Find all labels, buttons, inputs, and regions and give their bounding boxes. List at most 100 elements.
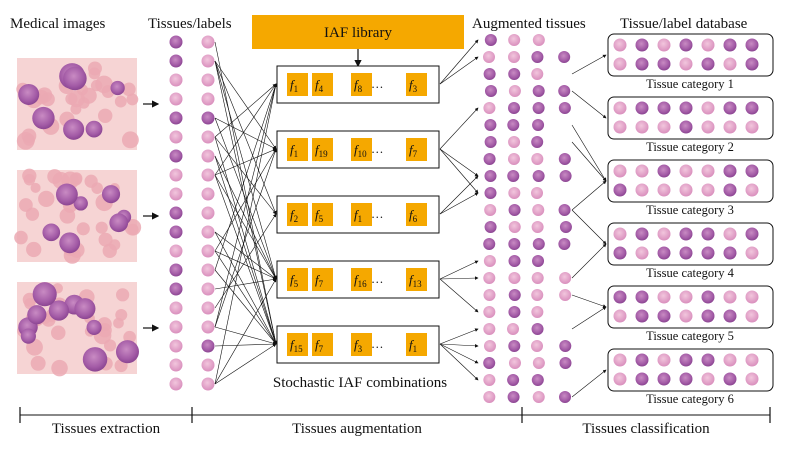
augmented-tissue-thumbnail — [531, 221, 544, 233]
cell-nucleus — [18, 83, 40, 105]
augmented-tissue-thumbnail — [484, 204, 497, 216]
ellipsis-label: … — [371, 142, 384, 156]
augmented-tissue-thumbnail — [508, 136, 521, 148]
iaf-combination-box: f1 f4 f8 … f3 — [276, 65, 440, 104]
augmented-tissue-thumbnail — [483, 272, 496, 284]
category-tissue-thumbnail — [679, 183, 693, 197]
function-box — [312, 333, 333, 356]
augmented-tissue-thumbnail — [508, 357, 521, 369]
category-tissue-thumbnail — [745, 38, 759, 52]
function-label: f5 — [315, 207, 324, 224]
category-tissue-thumbnail — [723, 38, 737, 52]
tissue-category-label: Tissue category 4 — [646, 266, 734, 280]
function-box — [287, 138, 308, 161]
augmented-tissue-thumbnail — [507, 170, 520, 182]
category-tissue-thumbnail — [679, 57, 693, 71]
tissue-label-columns — [169, 35, 215, 391]
category-tissue-thumbnail — [613, 290, 627, 304]
ellipsis-label: … — [371, 337, 384, 351]
medical-image-panel — [17, 282, 160, 377]
category-tissue-thumbnail — [657, 227, 671, 241]
function-box — [351, 333, 372, 356]
iaf-combination-box: f15 f7 f3… f1 — [276, 325, 440, 364]
augmented-tissue-thumbnail — [483, 102, 496, 114]
function-label: f7 — [315, 272, 324, 289]
category-tissue-thumbnail — [635, 372, 649, 386]
category-tissue-thumbnail — [745, 227, 759, 241]
tissue-category-box: Tissue category 3 — [607, 159, 774, 217]
tissue-thumbnail — [169, 244, 183, 258]
category-tissue-thumbnail — [701, 290, 715, 304]
cell-nucleus — [86, 319, 102, 335]
augmented-tissue-thumbnail — [558, 153, 571, 165]
cell-nucleus — [48, 300, 70, 321]
category-tissue-thumbnail — [657, 101, 671, 115]
category-tissue-thumbnail — [745, 353, 759, 367]
cell-nucleus — [73, 196, 88, 211]
stochastic-caption: Stochastic IAF combinations — [273, 375, 447, 391]
category-tissue-thumbnail — [635, 353, 649, 367]
augmented-tissue-thumbnail — [559, 289, 572, 301]
category-tissue-thumbnail — [701, 183, 715, 197]
augmented-tissue-thumbnail — [532, 170, 545, 182]
augmented-tissue-thumbnail — [483, 391, 496, 403]
category-tissue-thumbnail — [745, 309, 759, 323]
category-tissue-thumbnail — [635, 120, 649, 134]
tissue-thumbnail — [169, 301, 183, 315]
augmented-tissue-thumbnail — [532, 255, 545, 267]
category-tissue-thumbnail — [635, 227, 649, 241]
tissue-thumbnail — [169, 377, 183, 391]
function-box — [351, 268, 372, 291]
augmented-tissue-thumbnail — [532, 119, 545, 131]
tissue-category-box: Tissue category 2 — [607, 96, 774, 154]
augmented-tissue-thumbnail — [508, 68, 521, 80]
augmented-tissue-thumbnail — [508, 187, 521, 199]
category-tissue-thumbnail — [613, 57, 627, 71]
category-tissue-thumbnail — [613, 38, 627, 52]
tissue-thumbnail — [201, 301, 215, 315]
cell-nucleus — [63, 66, 87, 91]
augmented-tissue-thumbnail — [558, 85, 571, 97]
augmented-tissue-thumbnail — [483, 323, 496, 335]
augmented-tissue-thumbnail — [508, 34, 521, 46]
function-box — [287, 268, 308, 291]
augmented-tissue-thumbnail — [508, 289, 521, 301]
tissue-thumbnail — [201, 225, 215, 239]
function-label: f8 — [354, 77, 363, 94]
category-tissue-thumbnail — [745, 372, 759, 386]
tissue-thumbnail — [169, 92, 183, 106]
cell-nucleus — [74, 298, 96, 320]
augmented-tissue-thumbnail — [484, 170, 497, 182]
tissue-thumbnail — [169, 263, 183, 277]
heading-database: Tissue/label database — [620, 16, 748, 32]
category-tissue-thumbnail — [657, 38, 671, 52]
cell-nucleus — [32, 106, 55, 130]
tissue-thumbnail — [201, 168, 215, 182]
category-tissue-thumbnail — [745, 57, 759, 71]
augmented-tissue-thumbnail — [558, 102, 571, 114]
augmented-tissue-thumbnail — [531, 289, 544, 301]
augmented-tissue-thumbnail — [507, 391, 520, 403]
category-tissue-thumbnail — [723, 164, 737, 178]
heading-medical-images: Medical images — [10, 16, 106, 32]
category-tissue-thumbnail — [701, 120, 715, 134]
stage-augmentation-label: Tissues augmentation — [292, 421, 422, 437]
tissue-thumbnail — [201, 149, 215, 163]
augmented-tissue-thumbnail — [483, 306, 496, 318]
augmented-tissue-thumbnail — [531, 136, 544, 148]
augmented-tissue-thumbnail — [531, 323, 544, 335]
tissue-thumbnail — [169, 358, 183, 372]
augmented-tissue-thumbnail — [558, 238, 571, 250]
stage-extraction-label: Tissues extraction — [52, 421, 161, 437]
category-tissue-thumbnail — [745, 164, 759, 178]
category-tissue-thumbnail — [679, 227, 693, 241]
tissue-category-label: Tissue category 5 — [646, 329, 734, 343]
cell-nucleus — [82, 347, 108, 372]
function-label: f7 — [315, 337, 324, 354]
cell-nucleus — [85, 120, 103, 138]
augmented-tissue-thumbnail — [508, 221, 521, 233]
category-tissue-thumbnail — [701, 38, 715, 52]
tissue-thumbnail — [201, 358, 215, 372]
